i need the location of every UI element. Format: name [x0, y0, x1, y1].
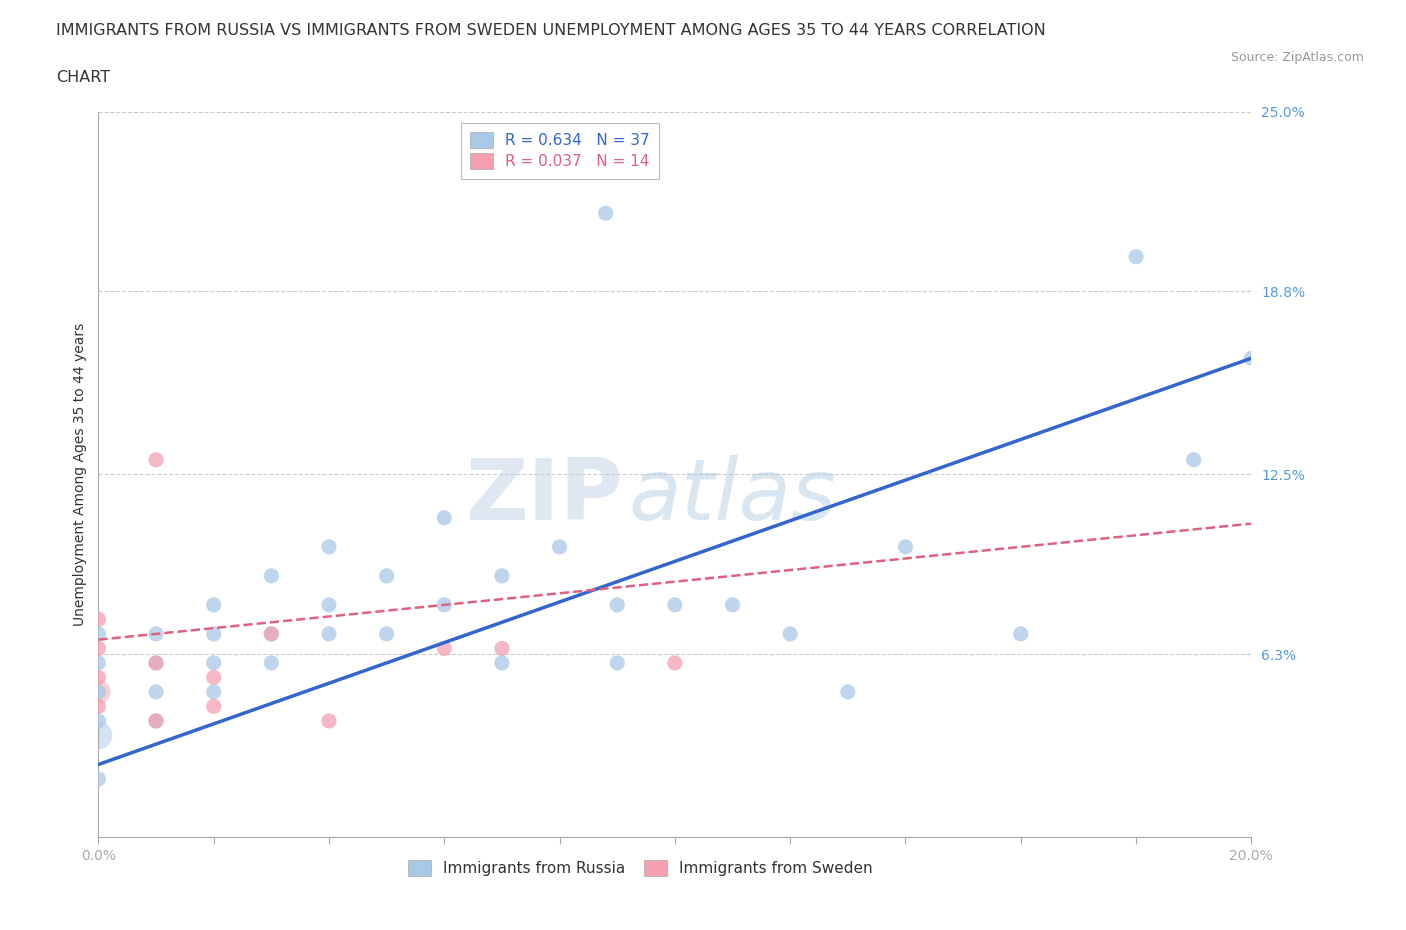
Point: [202, 670, 225, 684]
Point: [606, 597, 628, 612]
Point: [491, 656, 513, 671]
Point: [145, 684, 167, 699]
Point: [260, 656, 283, 671]
Point: [606, 656, 628, 671]
Text: IMMIGRANTS FROM RUSSIA VS IMMIGRANTS FROM SWEDEN UNEMPLOYMENT AMONG AGES 35 TO 4: IMMIGRANTS FROM RUSSIA VS IMMIGRANTS FRO…: [56, 23, 1046, 38]
Point: [260, 627, 283, 642]
Text: CHART: CHART: [56, 70, 110, 85]
Point: [894, 539, 917, 554]
Point: [145, 713, 167, 728]
Point: [1125, 249, 1147, 264]
Point: [375, 568, 398, 583]
Point: [87, 684, 110, 699]
Point: [548, 539, 571, 554]
Point: [1240, 351, 1263, 365]
Point: [721, 597, 744, 612]
Point: [491, 641, 513, 656]
Point: [202, 627, 225, 642]
Point: [1010, 627, 1032, 642]
Point: [145, 627, 167, 642]
Point: [595, 206, 617, 220]
Point: [837, 684, 859, 699]
Legend: Immigrants from Russia, Immigrants from Sweden: Immigrants from Russia, Immigrants from …: [401, 853, 880, 884]
Point: [87, 627, 110, 642]
Point: [87, 684, 110, 699]
Point: [202, 597, 225, 612]
Point: [318, 627, 340, 642]
Point: [664, 597, 686, 612]
Point: [202, 656, 225, 671]
Point: [202, 699, 225, 714]
Text: ZIP: ZIP: [465, 455, 623, 538]
Point: [318, 597, 340, 612]
Point: [87, 728, 110, 743]
Point: [491, 568, 513, 583]
Point: [145, 713, 167, 728]
Point: [318, 539, 340, 554]
Point: [87, 772, 110, 787]
Point: [1182, 452, 1205, 467]
Point: [260, 568, 283, 583]
Point: [87, 670, 110, 684]
Point: [87, 612, 110, 627]
Point: [145, 452, 167, 467]
Point: [433, 641, 456, 656]
Text: Source: ZipAtlas.com: Source: ZipAtlas.com: [1230, 51, 1364, 64]
Point: [87, 656, 110, 671]
Point: [375, 627, 398, 642]
Point: [87, 641, 110, 656]
Point: [318, 713, 340, 728]
Point: [145, 656, 167, 671]
Point: [433, 597, 456, 612]
Point: [664, 656, 686, 671]
Point: [779, 627, 801, 642]
Point: [202, 684, 225, 699]
Point: [433, 511, 456, 525]
Text: atlas: atlas: [628, 455, 837, 538]
Y-axis label: Unemployment Among Ages 35 to 44 years: Unemployment Among Ages 35 to 44 years: [73, 323, 87, 626]
Point: [145, 656, 167, 671]
Point: [260, 627, 283, 642]
Point: [87, 699, 110, 714]
Point: [87, 713, 110, 728]
